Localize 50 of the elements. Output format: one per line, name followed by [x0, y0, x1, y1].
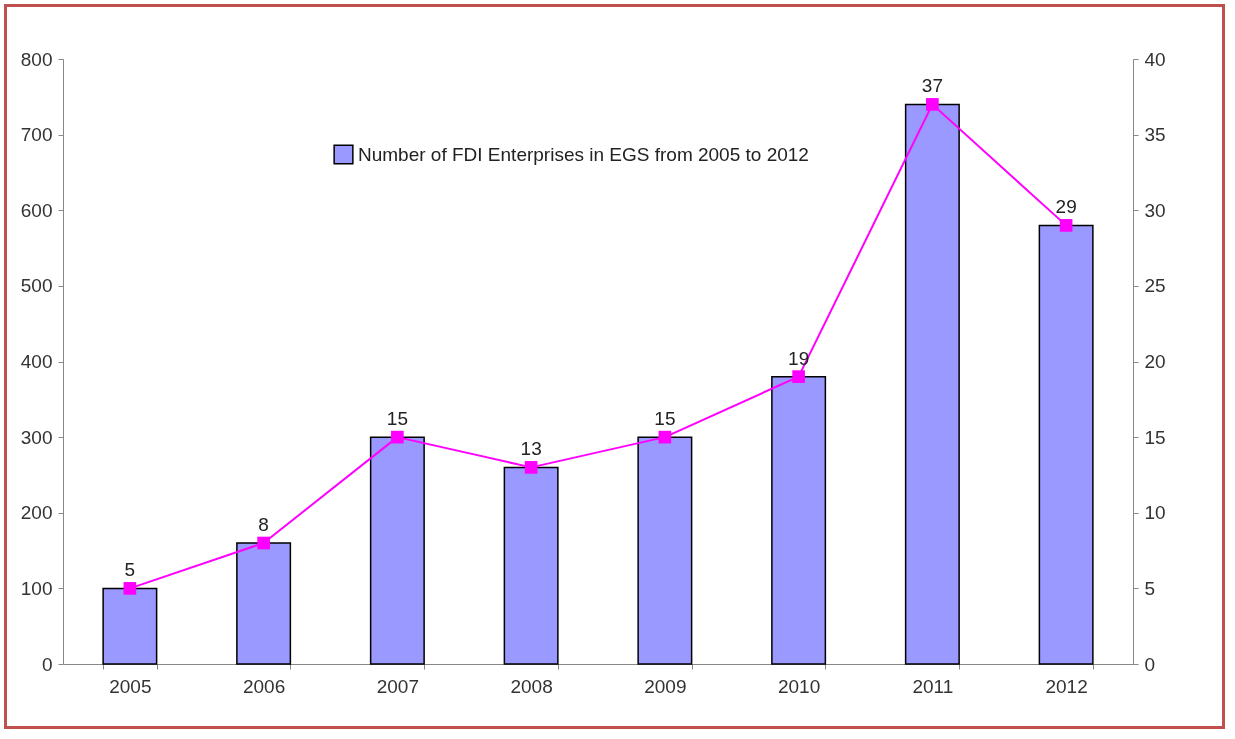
data-label: 29 — [1055, 196, 1077, 218]
point — [391, 430, 404, 444]
bar — [503, 466, 559, 665]
data-label: 37 — [921, 75, 943, 97]
x-tick-label: 2008 — [510, 675, 553, 697]
y2-tick-label: 15 — [1144, 426, 1166, 448]
bar — [637, 436, 693, 665]
y-tick-label: 400 — [20, 351, 53, 372]
point — [257, 536, 270, 550]
y2-tick-label: 40 — [1144, 48, 1166, 70]
legend-label: Number of FDI Enterprises in EGS from 2005 to 2012 — [358, 143, 809, 165]
x-tick-label: 2007 — [376, 675, 420, 697]
bar — [369, 436, 425, 665]
x-tick-label: 2005 — [109, 675, 152, 697]
y-tick-label: 500 — [20, 275, 53, 297]
data-label: 5 — [124, 559, 136, 581]
y-tick-label: 200 — [20, 502, 53, 524]
point — [926, 98, 939, 111]
data-label: 15 — [386, 408, 408, 430]
x-tick-label: 2011 — [912, 675, 954, 697]
point — [792, 370, 805, 383]
bar — [236, 542, 292, 665]
y-tick-label: 800 — [20, 48, 53, 70]
y2-tick-label: 35 — [1144, 124, 1166, 146]
y2-tick-label: 25 — [1144, 275, 1166, 297]
y2-tick-label: 20 — [1144, 351, 1166, 372]
y-tick-label: 300 — [20, 426, 53, 448]
y-tick-label: 700 — [20, 124, 53, 146]
bar — [102, 587, 158, 665]
y-tick-label: 0 — [41, 653, 53, 675]
y-tick-label: 600 — [20, 199, 53, 221]
x-tick-label: 2012 — [1045, 675, 1088, 697]
x-tick-label: 2006 — [242, 675, 286, 697]
bar — [904, 103, 960, 665]
point — [524, 461, 538, 474]
y2-tick-label: 5 — [1144, 577, 1156, 599]
y2-tick-label: 0 — [1144, 653, 1156, 675]
bar — [771, 375, 827, 665]
x-tick-label: 2009 — [644, 675, 687, 697]
point — [658, 430, 672, 444]
y-tick-label: 100 — [20, 577, 53, 599]
point — [123, 582, 137, 595]
data-label: 13 — [520, 438, 542, 460]
data-label: 8 — [258, 514, 269, 535]
point — [1059, 219, 1073, 232]
y2-tick-label: 10 — [1144, 502, 1166, 524]
data-label: 15 — [654, 408, 676, 430]
x-tick-label: 2010 — [777, 675, 821, 697]
y2-tick-label: 30 — [1144, 199, 1166, 221]
bar — [1038, 224, 1094, 665]
